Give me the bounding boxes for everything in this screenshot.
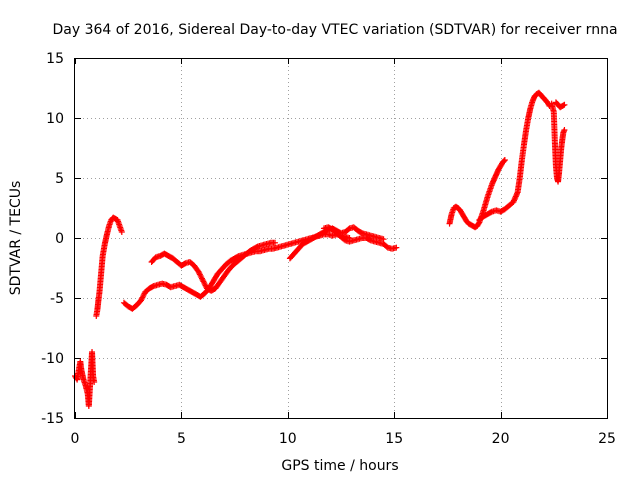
data-point	[501, 157, 508, 164]
x-tick-label: 15	[385, 431, 403, 447]
data-point	[512, 193, 519, 200]
x-tick-label: 0	[71, 431, 80, 447]
y-tick-label: 0	[55, 231, 64, 247]
data-point	[512, 194, 519, 201]
data-point	[91, 379, 98, 385]
data-point	[514, 190, 521, 197]
y-tick-label: -5	[50, 291, 64, 307]
data-point	[510, 197, 517, 204]
x-tick-label: 5	[177, 431, 186, 447]
y-tick-label: -15	[41, 411, 64, 427]
data-point	[561, 127, 568, 133]
y-tick-label: 5	[55, 171, 64, 187]
data-point	[393, 244, 400, 251]
data-point	[513, 192, 520, 199]
x-tick-label: 20	[492, 431, 510, 447]
y-tick-label: -10	[41, 351, 64, 367]
chart-title: Day 364 of 2016, Sidereal Day-to-day VTE…	[52, 22, 617, 38]
plot-frame	[74, 58, 608, 419]
data-point	[561, 101, 568, 108]
axis-tick-labels: 0 5 10 15 20 25 -15 -10 -5 0 5 10 15	[41, 51, 616, 447]
data-point	[501, 157, 508, 163]
x-tick-label: 25	[598, 431, 616, 447]
data-points	[72, 89, 568, 409]
y-tick-label: 10	[46, 111, 64, 127]
y-tick-label: 15	[46, 51, 64, 67]
grid	[75, 58, 607, 418]
x-tick-label: 10	[279, 431, 297, 447]
data-point	[118, 229, 125, 235]
x-axis-label: GPS time / hours	[281, 458, 398, 474]
data-point	[475, 220, 482, 227]
data-point	[511, 196, 518, 203]
data-point	[272, 239, 279, 246]
data-point	[510, 199, 517, 205]
y-axis-label: SDTVAR / TECUs	[8, 181, 24, 296]
